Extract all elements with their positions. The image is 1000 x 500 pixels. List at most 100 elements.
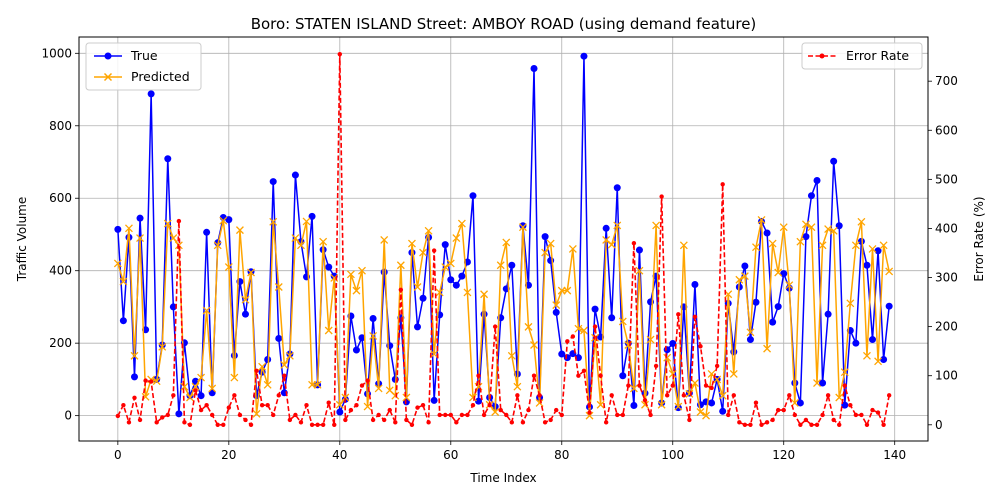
data-point (780, 270, 788, 278)
data-point (358, 266, 366, 275)
data-point (885, 302, 893, 310)
series-line (117, 55, 890, 415)
data-point (420, 402, 426, 408)
data-point (498, 407, 503, 413)
data-point (252, 409, 261, 418)
data-point (247, 268, 255, 277)
data-point (203, 228, 211, 236)
data-point (552, 301, 561, 310)
data-point (635, 266, 644, 275)
data-point (265, 402, 270, 408)
data-point (524, 322, 533, 331)
y2-tick-label: 300 (935, 271, 958, 285)
data-point (714, 363, 720, 369)
legend-predicted-label: Predicted (131, 69, 190, 84)
data-point (857, 217, 866, 226)
data-point (596, 400, 605, 409)
data-point (208, 384, 217, 393)
data-point (275, 334, 283, 342)
data-point (768, 239, 777, 248)
data-point (874, 357, 883, 366)
data-point (886, 393, 892, 398)
data-point (197, 373, 206, 382)
data-point (243, 417, 248, 423)
data-point (504, 412, 509, 418)
data-point (857, 237, 865, 245)
data-point (870, 407, 875, 413)
data-point (376, 412, 381, 418)
data-point (526, 407, 531, 413)
data-point (803, 417, 809, 423)
x-tick-label: 40 (332, 448, 347, 462)
data-point (282, 373, 287, 378)
data-point (424, 226, 433, 235)
data-point (752, 243, 760, 252)
data-point (864, 422, 870, 428)
data-point (563, 286, 572, 295)
series-predicted (113, 216, 894, 420)
data-point (565, 339, 570, 344)
data-point (709, 385, 714, 391)
data-point (515, 393, 520, 398)
data-point (264, 355, 272, 363)
data-point (132, 395, 137, 401)
series-layer (113, 51, 894, 428)
legend-left: True Predicted (85, 42, 202, 91)
x-tick-label: 60 (443, 448, 458, 462)
data-point (230, 373, 239, 382)
legend-predicted-marker (103, 72, 113, 82)
y-tick-label: 1000 (41, 46, 72, 60)
data-point (369, 315, 377, 323)
data-point (692, 314, 698, 320)
data-point (148, 379, 154, 384)
data-point (840, 368, 849, 377)
data-point (293, 412, 298, 418)
data-point (664, 393, 670, 398)
data-point (358, 334, 366, 342)
y2-axis-title: Error Rate (%) (972, 196, 986, 281)
data-point (448, 412, 453, 418)
data-point (787, 393, 792, 398)
data-point (193, 388, 198, 393)
data-point (437, 412, 442, 418)
data-point (302, 217, 311, 226)
data-point (447, 276, 455, 284)
data-point (130, 351, 139, 360)
y-tick-label: 600 (49, 191, 72, 205)
data-point (746, 336, 754, 344)
data-point (459, 412, 465, 418)
data-point (552, 308, 560, 316)
data-point (853, 412, 859, 418)
data-point (520, 420, 526, 425)
data-point (163, 219, 172, 228)
data-point (863, 261, 871, 269)
data-point (348, 407, 354, 413)
data-point (213, 241, 222, 250)
data-point (502, 238, 511, 247)
data-point (613, 184, 621, 192)
data-point (608, 314, 616, 322)
data-point (241, 295, 250, 304)
data-point (391, 391, 400, 400)
data-point (398, 287, 404, 293)
y2-tick-label: 100 (935, 369, 958, 383)
data-point (740, 272, 749, 281)
data-point (820, 412, 825, 418)
data-point (415, 405, 420, 410)
data-point (308, 212, 316, 220)
data-point (741, 262, 749, 270)
data-point (320, 422, 326, 428)
data-point (164, 155, 172, 163)
data-point (380, 235, 389, 244)
data-point (859, 412, 864, 418)
data-point (824, 310, 832, 318)
data-point (613, 221, 622, 230)
data-point (842, 383, 847, 388)
data-point (298, 420, 304, 425)
y-axis-title: Traffic Volume (15, 197, 29, 283)
data-point (419, 248, 427, 257)
data-point (792, 412, 798, 418)
data-point (136, 214, 144, 222)
data-point (341, 393, 350, 402)
data-point (326, 400, 331, 405)
